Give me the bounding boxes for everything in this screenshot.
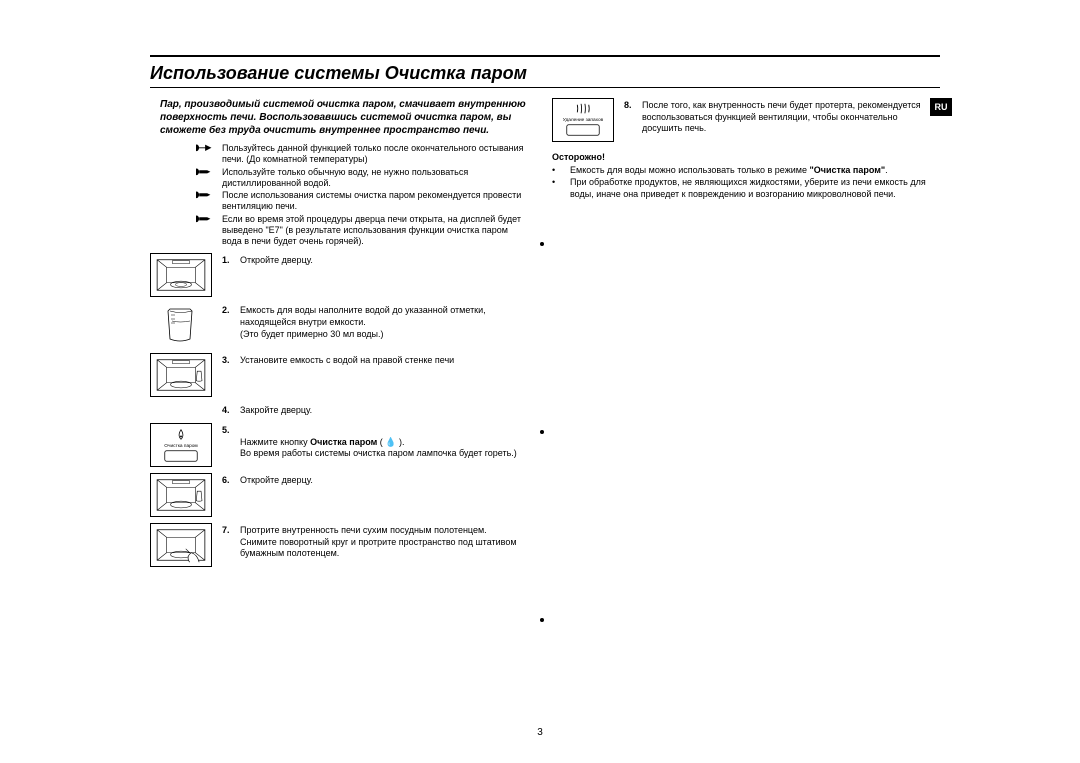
caution-block: Осторожно! • Емкость для воды можно испо… — [552, 152, 940, 200]
step-figure: Удаление запахов — [552, 98, 614, 142]
step-figure — [150, 353, 212, 397]
hand-icon — [196, 167, 212, 177]
hand-icon — [196, 143, 212, 153]
dot-icon — [540, 430, 544, 434]
caution-item: • При обработке продуктов, не являющихся… — [552, 177, 940, 200]
left-column: Пар, производимый системой очистка паром… — [150, 98, 530, 573]
oven-icon — [150, 353, 212, 397]
step-figure: Очистка паром — [150, 423, 212, 467]
content-columns: Пар, производимый системой очистка паром… — [150, 98, 940, 573]
step-text: Установите емкость с водой на правой сте… — [240, 355, 530, 397]
step-number: 2. — [222, 305, 234, 347]
caution-text: При обработке продуктов, не являющихся ж… — [570, 177, 940, 200]
bullet-dot-icon: • — [552, 177, 560, 200]
cup-icon — [150, 303, 212, 347]
bullet-dot-icon: • — [552, 165, 560, 176]
step-item: 3. Установите емкость с водой на правой … — [150, 353, 530, 397]
step-number: 3. — [222, 355, 234, 397]
panel-deodor-icon: Удаление запахов — [552, 98, 614, 142]
step-number: 6. — [222, 475, 234, 517]
caution-title: Осторожно! — [552, 152, 940, 162]
step-number: 7. — [222, 525, 234, 567]
bullets-list: Пользуйтесь данной функцией только после… — [196, 143, 530, 247]
step-item: 1. Откройте дверцу. — [150, 253, 530, 297]
bullet-item: Если во время этой процедуры дверца печи… — [196, 214, 530, 248]
caution-text: Емкость для воды можно использовать толь… — [570, 165, 888, 176]
language-tab: RU — [930, 98, 952, 116]
oven-icon — [150, 473, 212, 517]
hand-icon — [196, 190, 212, 200]
bullet-text: Если во время этой процедуры дверца печи… — [222, 214, 530, 248]
bullet-item: Используйте только обычную воду, не нужн… — [196, 167, 530, 190]
intro-paragraph: Пар, производимый системой очистка паром… — [150, 98, 530, 137]
hand-icon — [196, 214, 212, 224]
step-text: Закройте дверцу. — [240, 405, 530, 417]
page-title: Использование системы Очистка паром — [150, 63, 940, 84]
oven-hand-icon — [150, 523, 212, 567]
step-number: 5. — [222, 425, 234, 467]
step-text: Емкость для воды наполните водой до указ… — [240, 305, 530, 347]
step-item: 4. Закройте дверцу. — [150, 403, 530, 417]
step-number: 4. — [222, 405, 234, 417]
page-number: 3 — [537, 727, 543, 738]
step-item: Очистка паром 5. Нажмите кнопку Очистка … — [150, 423, 530, 467]
step-text: Откройте дверцу. — [240, 255, 530, 297]
oven-icon — [150, 253, 212, 297]
steps-list: 1. Откройте дверцу. 2. Емкость для воды … — [150, 253, 530, 567]
step-text: Протрите внутренность печи сухим посудны… — [240, 525, 530, 567]
step-text: Нажмите кнопку Очистка паром ( 💧 ). Во в… — [240, 425, 530, 467]
caution-item: • Емкость для воды можно использовать то… — [552, 165, 940, 176]
dot-icon — [540, 618, 544, 622]
bullet-item: Пользуйтесь данной функцией только после… — [196, 143, 530, 166]
panel-steam-icon: Очистка паром — [150, 423, 212, 467]
step-figure — [150, 473, 212, 517]
step-item: Удаление запахов 8. После того, как внут… — [552, 98, 940, 142]
step-text: После того, как внутренность печи будет … — [642, 100, 940, 142]
step-figure — [150, 303, 212, 347]
step-item: 2. Емкость для воды наполните водой до у… — [150, 303, 530, 347]
step-text: Откройте дверцу. — [240, 475, 530, 517]
dot-icon — [540, 242, 544, 246]
step-item: 6. Откройте дверцу. — [150, 473, 530, 517]
bullet-item: После использования системы очистка паро… — [196, 190, 530, 213]
svg-text:Удаление запахов: Удаление запахов — [563, 117, 604, 123]
bullet-text: Пользуйтесь данной функцией только после… — [222, 143, 530, 166]
step-number: 1. — [222, 255, 234, 297]
step-item: 7. Протрите внутренность печи сухим посу… — [150, 523, 530, 567]
right-column: RU Удаление запахов 8. После того, как в… — [552, 98, 940, 573]
svg-text:Очистка паром: Очистка паром — [164, 443, 197, 449]
step-figure — [150, 253, 212, 297]
step-number: 8. — [624, 100, 636, 142]
bullet-text: Используйте только обычную воду, не нужн… — [222, 167, 530, 190]
title-rule: Использование системы Очистка паром — [150, 55, 940, 88]
step-figure — [150, 523, 212, 567]
bullet-text: После использования системы очистка паро… — [222, 190, 530, 213]
fold-dots — [540, 242, 544, 622]
